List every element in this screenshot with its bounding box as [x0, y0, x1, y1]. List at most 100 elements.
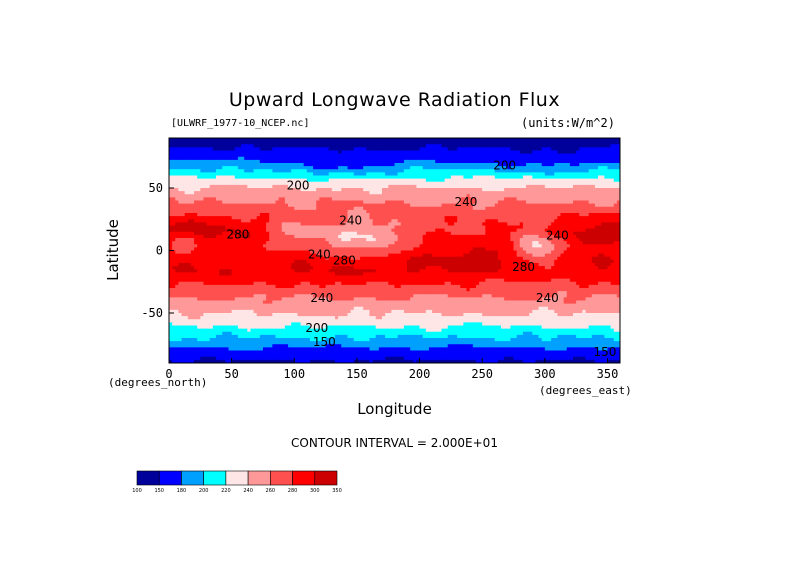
heatmap-cell [256, 141, 261, 145]
heatmap-cell [529, 147, 533, 152]
heatmap-cell [259, 147, 264, 152]
heatmap-cell [441, 153, 446, 158]
heatmap-cell [378, 138, 383, 142]
heatmap-cell [281, 147, 286, 152]
heatmap-cell [360, 156, 364, 161]
heatmap-cell [560, 141, 565, 145]
heatmap-cell [294, 150, 299, 155]
heatmap-cell [463, 138, 468, 142]
heatmap-cell [331, 147, 336, 152]
heatmap-cell [450, 153, 455, 158]
heatmap-cell [347, 147, 352, 152]
heatmap-cell [407, 144, 411, 148]
heatmap-cell [175, 153, 179, 158]
heatmap-cell [228, 144, 233, 148]
heatmap-cell [178, 163, 183, 167]
heatmap-cell [313, 144, 317, 148]
heatmap-cell [284, 141, 289, 145]
heatmap-cell [526, 144, 530, 148]
heatmap-cell [385, 147, 389, 152]
heatmap-cell [363, 153, 367, 158]
heatmap-cell [479, 147, 483, 152]
heatmap-cell [313, 153, 317, 158]
heatmap-cell [347, 153, 352, 158]
heatmap-cell [247, 150, 252, 155]
heatmap-cell [472, 153, 477, 158]
heatmap-cell [544, 147, 549, 152]
heatmap-cell [400, 156, 405, 161]
heatmap-cell [403, 153, 408, 158]
heatmap-cell [184, 159, 189, 164]
heatmap-cell [313, 156, 317, 161]
heatmap-cell [288, 159, 292, 164]
heatmap-cell [172, 141, 176, 145]
heatmap-cell [569, 159, 574, 164]
heatmap-cell [178, 153, 183, 158]
heatmap-cell [356, 141, 361, 145]
heatmap-cell [432, 163, 436, 167]
heatmap-cell [306, 141, 311, 145]
heatmap-cell [604, 138, 609, 142]
heatmap-cell [331, 141, 336, 145]
heatmap-cell [169, 159, 173, 164]
heatmap-cell [331, 150, 336, 155]
heatmap-cell [607, 138, 612, 142]
heatmap-cell [510, 144, 515, 148]
heatmap-cell [206, 156, 211, 161]
heatmap-cell [604, 150, 609, 155]
heatmap-cell [344, 141, 349, 145]
heatmap-cell [428, 141, 433, 145]
heatmap-cell [175, 141, 179, 145]
heatmap-cell [526, 150, 530, 155]
heatmap-cell [356, 144, 361, 148]
heatmap-cell [190, 144, 195, 148]
heatmap-cell [269, 150, 273, 155]
heatmap-cell [294, 163, 299, 167]
heatmap-cell [381, 153, 386, 158]
heatmap-cell [266, 159, 270, 164]
heatmap-cell [288, 156, 292, 161]
heatmap-cell [413, 150, 418, 155]
heatmap-cell [234, 147, 239, 152]
heatmap-cell [588, 138, 593, 142]
heatmap-cell [400, 138, 405, 142]
heatmap-cell [360, 163, 364, 167]
heatmap-cell [416, 141, 421, 145]
heatmap-cell [422, 163, 427, 167]
heatmap-cell [228, 163, 233, 167]
heatmap-cell [294, 144, 299, 148]
heatmap-cell [538, 144, 543, 148]
heatmap-cell [551, 150, 555, 155]
heatmap-cell [504, 138, 508, 142]
heatmap-cell [341, 141, 345, 145]
heatmap-cell [303, 141, 308, 145]
heatmap-cell [381, 163, 386, 167]
heatmap-cell [601, 156, 605, 161]
heatmap-cell [316, 159, 320, 164]
heatmap-cell [513, 153, 518, 158]
heatmap-cell [554, 150, 558, 155]
heatmap-cell [400, 159, 405, 164]
heatmap-cell [388, 159, 392, 164]
heatmap-cell [297, 163, 302, 167]
heatmap-cell [519, 144, 524, 148]
heatmap-cell [425, 144, 430, 148]
heatmap-cell [178, 138, 183, 142]
heatmap-cell [347, 138, 352, 142]
heatmap-cell [582, 138, 587, 142]
heatmap-cell [269, 159, 273, 164]
heatmap-cell [231, 156, 236, 161]
heatmap-cell [241, 147, 245, 152]
heatmap-cell [338, 156, 342, 161]
heatmap-cell [394, 150, 399, 155]
heatmap-cell [482, 163, 486, 167]
heatmap-cell [507, 159, 511, 164]
heatmap-cell [569, 144, 574, 148]
heatmap-cell [441, 150, 446, 155]
heatmap-cell [325, 156, 330, 161]
heatmap-cell [544, 153, 549, 158]
heatmap-cell [190, 147, 195, 152]
heatmap-cell [341, 156, 345, 161]
heatmap-cell [338, 150, 342, 155]
heatmap-cell [576, 147, 580, 152]
